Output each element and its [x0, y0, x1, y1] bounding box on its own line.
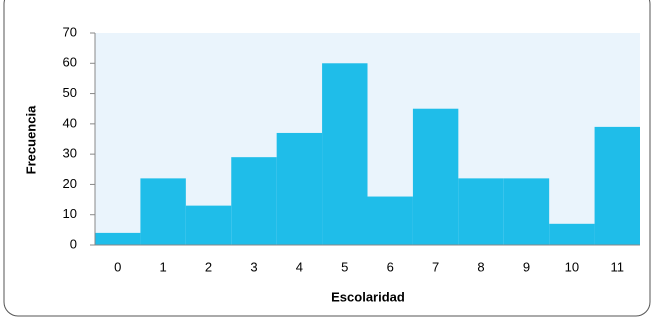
x-tick-label: 9 — [523, 259, 530, 274]
x-tick-label: 3 — [250, 259, 257, 274]
y-tick-label: 70 — [63, 24, 77, 39]
bar — [503, 178, 550, 245]
x-tick-label: 1 — [160, 259, 167, 274]
x-tick-label: 6 — [387, 259, 394, 274]
y-tick-label: 50 — [63, 85, 77, 100]
x-tick-label: 7 — [432, 259, 439, 274]
bar — [458, 178, 504, 245]
y-axis-title: Frecuencia — [23, 105, 38, 174]
x-tick-label: 10 — [565, 259, 579, 274]
x-axis-title: Escolaridad — [331, 289, 405, 304]
x-tick-label: 0 — [114, 259, 121, 274]
y-tick-label: 60 — [63, 55, 77, 70]
x-tick-label: 5 — [341, 259, 348, 274]
y-tick-label: 30 — [63, 146, 77, 161]
bar — [276, 132, 323, 245]
x-tick-label: 4 — [296, 259, 303, 274]
bar — [185, 205, 232, 245]
x-tick-label: 11 — [611, 259, 625, 274]
bar — [322, 63, 368, 246]
x-tick-label: 2 — [205, 259, 212, 274]
bar — [594, 126, 640, 245]
y-tick-label: 0 — [70, 236, 77, 251]
x-tick-label: 8 — [477, 259, 484, 274]
bar — [95, 232, 141, 245]
bar — [140, 178, 186, 245]
bar — [549, 223, 595, 245]
y-tick-label: 20 — [63, 176, 77, 191]
bar — [231, 157, 277, 245]
y-tick-label: 10 — [63, 206, 77, 221]
y-tick-label: 40 — [63, 115, 77, 130]
bar — [367, 196, 413, 245]
bar — [412, 108, 459, 245]
